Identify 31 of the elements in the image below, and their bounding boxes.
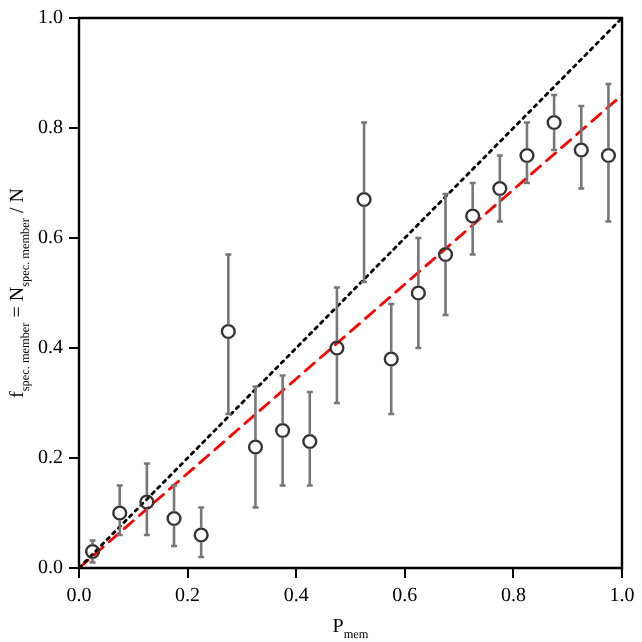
point — [247, 439, 264, 455]
point — [275, 422, 291, 439]
point — [329, 340, 345, 356]
point — [519, 147, 535, 164]
x-tick-label: 1.0 — [609, 585, 635, 608]
point — [139, 494, 155, 510]
x-tick-label: 0.0 — [66, 585, 92, 608]
y-tick-label: 0.4 — [38, 337, 63, 360]
point — [546, 114, 562, 131]
x-tick-label: 0.8 — [500, 585, 526, 608]
x-tick-label: 0.6 — [392, 585, 418, 608]
point — [193, 527, 209, 543]
point — [356, 191, 372, 208]
y-tick-label: 0.8 — [38, 117, 63, 140]
y-tick-label: 1.0 — [38, 7, 63, 30]
x-tick-label: 0.4 — [283, 585, 309, 608]
point — [492, 180, 508, 197]
y-tick-label: 0.6 — [38, 227, 63, 250]
y-tick-label: 0.2 — [38, 447, 63, 470]
point — [220, 323, 236, 340]
point — [465, 208, 481, 224]
point — [437, 246, 454, 263]
point — [112, 505, 128, 521]
point — [302, 433, 318, 450]
y-tick-label: 0.0 — [38, 557, 63, 580]
point — [410, 285, 426, 301]
point — [600, 147, 617, 164]
point — [573, 142, 589, 158]
point — [383, 351, 399, 367]
point — [166, 510, 182, 527]
x-tick-label: 0.2 — [175, 585, 201, 608]
